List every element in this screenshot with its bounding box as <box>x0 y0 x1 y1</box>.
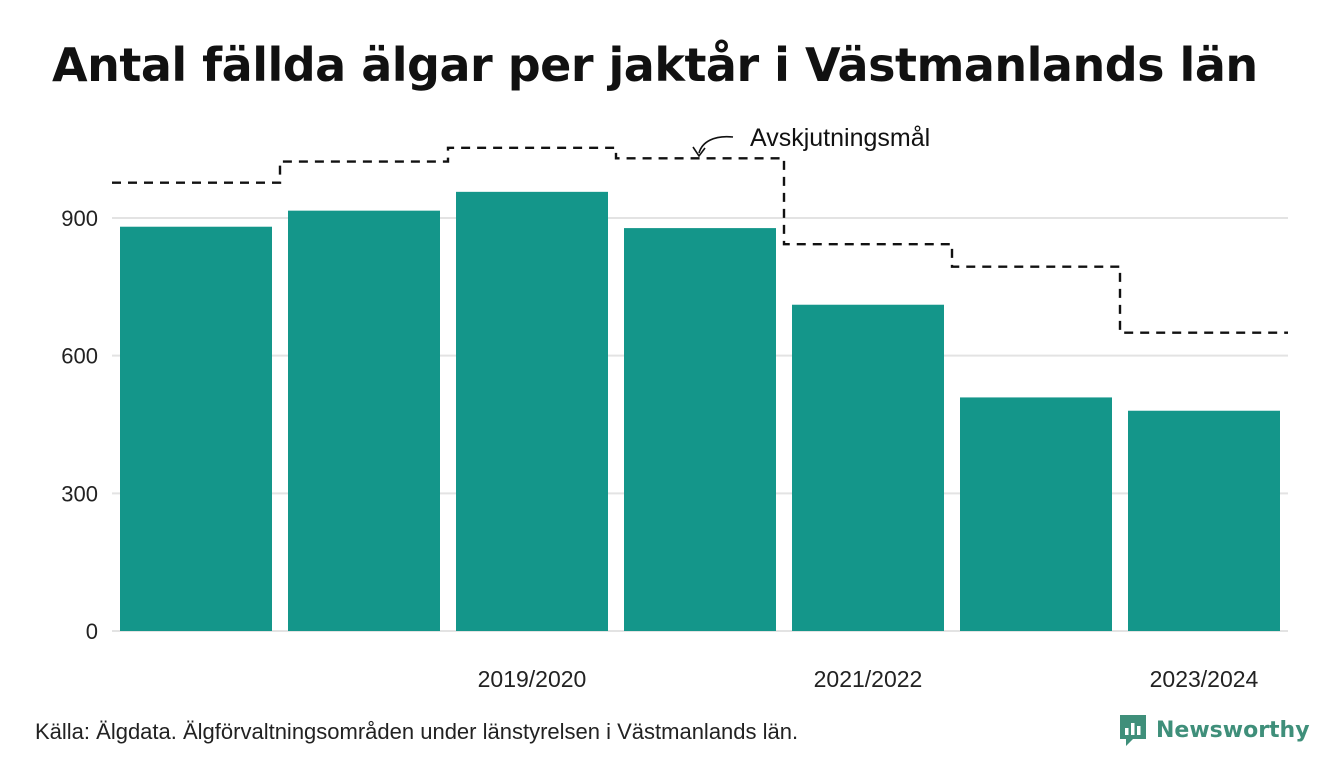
newsworthy-logo-icon <box>1120 715 1146 746</box>
newsworthy-logo-text: Newsworthy <box>1156 717 1310 743</box>
source-note: Källa: Älgdata. Älgförvaltningsområden u… <box>35 719 799 744</box>
x-tick-label: 2019/2020 <box>478 666 587 692</box>
chart-title: Antal fällda älgar per jaktår i Västmanl… <box>52 38 1258 92</box>
y-tick-label: 600 <box>61 344 98 369</box>
bar <box>456 191 608 632</box>
bar <box>120 226 272 632</box>
x-axis-ticks: 2019/2020 2021/2022 2023/2024 <box>478 666 1259 692</box>
bar <box>792 304 944 631</box>
target-annotation: Avskjutningsmål <box>692 124 930 158</box>
bar <box>288 210 440 631</box>
annotation-arrowhead-icon <box>692 146 706 158</box>
y-tick-label: 0 <box>86 619 98 644</box>
x-tick-label: 2023/2024 <box>1150 666 1259 692</box>
bar <box>960 397 1112 631</box>
target-line-label: Avskjutningsmål <box>750 124 930 152</box>
x-tick-label: 2021/2022 <box>814 666 923 692</box>
y-tick-label: 300 <box>61 481 98 506</box>
bar <box>624 228 776 631</box>
newsworthy-logo: Newsworthy <box>1118 713 1310 747</box>
bar <box>1128 410 1280 631</box>
bars <box>120 191 1280 632</box>
annotation-arrow-icon <box>698 135 734 154</box>
y-tick-label: 900 <box>61 206 98 231</box>
y-axis-ticks: 0 300 600 900 <box>61 206 98 644</box>
